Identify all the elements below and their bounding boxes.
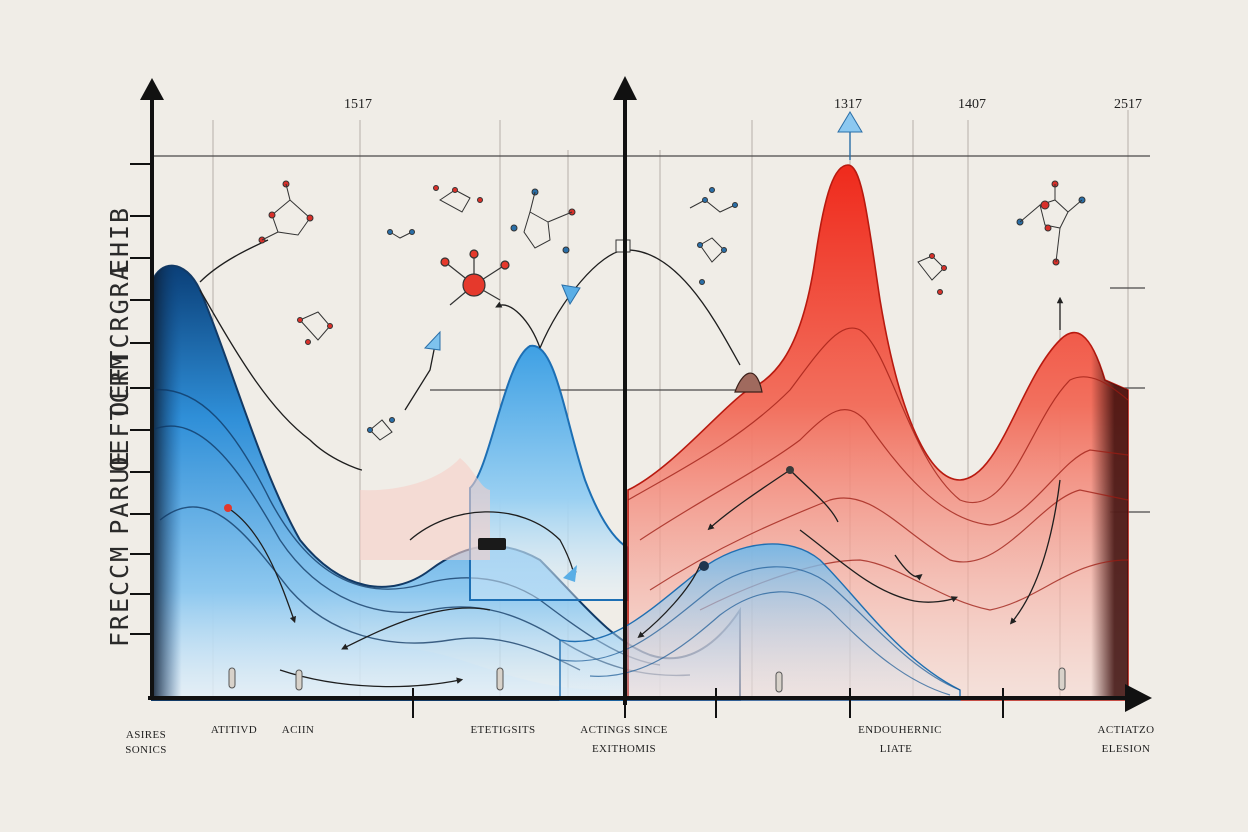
bottom-label-7a: ACTIATZO <box>1098 724 1155 736</box>
bottom-label-4: ETETIGSITS <box>470 724 535 736</box>
bottom-label-3: ACIIN <box>282 724 315 736</box>
y-axis-center <box>613 76 637 705</box>
bottom-label-5a: ACTINGS SINCE <box>580 724 667 736</box>
molecule-icon <box>689 187 738 285</box>
bottom-label-6b: LIATE <box>880 743 913 755</box>
atom-icon <box>440 249 510 306</box>
bottom-label-7b: ELESION <box>1102 743 1151 755</box>
thermometer-icons <box>228 667 1066 693</box>
brown-hump <box>734 372 763 393</box>
molecule-icon <box>1016 180 1086 266</box>
lower-blue-wave <box>559 543 961 701</box>
top-labels: 1517 1317 1407 2517 <box>344 97 1142 112</box>
molecule-icon <box>258 180 314 244</box>
y-axis-labels: EHIB OEFTCRGRA OEFTCRM PARUE FRECCM <box>105 206 134 647</box>
bottom-labels: ASIRES SONICS ATITIVD ACIIN ETETIGSITS A… <box>125 724 1154 756</box>
y-label-1: EHIB <box>105 206 134 274</box>
top-label-2: 1317 <box>834 97 862 112</box>
top-label-1: 1517 <box>344 97 372 112</box>
y-label-5: FRECCM <box>105 545 134 647</box>
bottom-label-1a: ASIRES <box>126 729 166 741</box>
blue-peak <box>469 344 629 601</box>
top-label-4: 2517 <box>1114 97 1142 112</box>
decorative-arrowheads <box>224 111 863 582</box>
molecule-icon <box>917 253 947 295</box>
pink-bump <box>360 458 490 560</box>
y-axis-ticks <box>130 163 152 635</box>
y-label-4: PARUE <box>105 449 134 534</box>
top-label-3: 1407 <box>958 97 986 112</box>
molecule-icon <box>297 311 333 345</box>
y-axis-left <box>140 78 164 700</box>
molecule-icon <box>367 229 415 441</box>
y-label-2: OEFTCRGRA <box>105 263 134 416</box>
lower-blue-contours <box>559 566 961 696</box>
exothermic-shadow <box>152 265 300 700</box>
horizontal-gridlines <box>152 155 1150 513</box>
bottom-label-1b: SONICS <box>125 744 167 756</box>
endothermic-dark-ridge <box>960 332 1128 700</box>
endothermic-contour-lines <box>627 327 1129 611</box>
y-label-3: OEFTCRM <box>105 352 134 471</box>
molecule-icon <box>433 185 483 213</box>
bottom-label-6a: ENDOUHERNIC <box>858 724 942 736</box>
bottom-label-2: ATITIVD <box>211 724 257 736</box>
molecule-icon <box>510 188 576 254</box>
bottom-label-5b: EXITHOMIS <box>592 743 656 755</box>
x-axis-ticks <box>412 688 1004 718</box>
x-axis <box>148 684 1152 712</box>
